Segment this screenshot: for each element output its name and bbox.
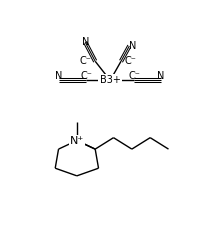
Text: N: N — [157, 71, 165, 81]
Text: C⁻: C⁻ — [80, 56, 92, 66]
Text: C⁻: C⁻ — [128, 71, 140, 81]
Text: C⁻: C⁻ — [80, 71, 92, 81]
Text: C⁻: C⁻ — [124, 56, 136, 66]
Text: N: N — [129, 41, 136, 51]
Text: N: N — [55, 71, 62, 81]
Text: N: N — [81, 37, 89, 47]
Text: N⁺: N⁺ — [70, 135, 84, 146]
Text: B3+: B3+ — [100, 75, 121, 85]
